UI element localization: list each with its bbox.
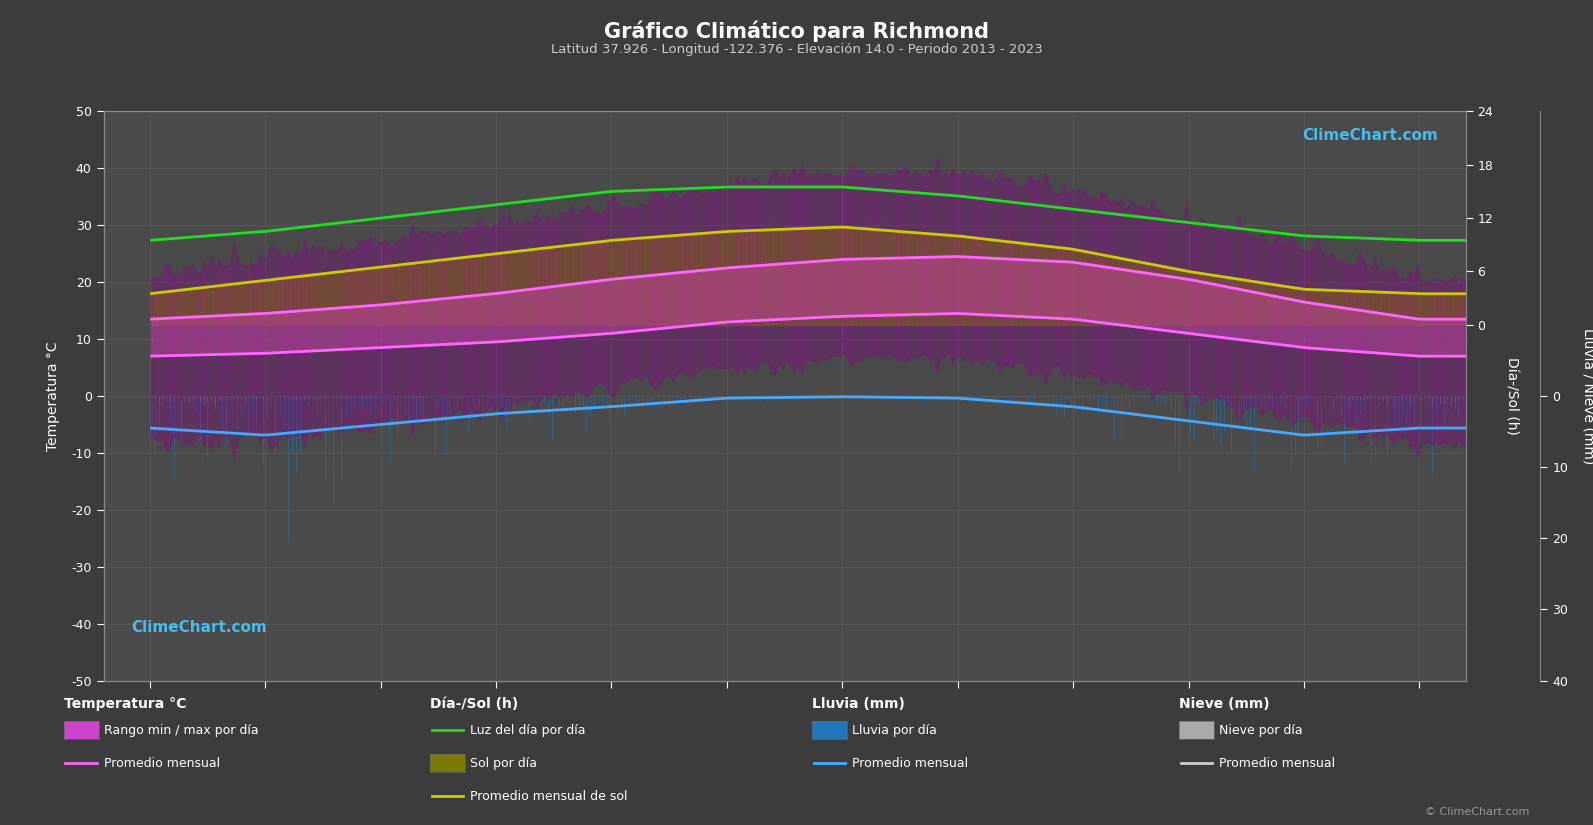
Text: Latitud 37.926 - Longitud -122.376 - Elevación 14.0 - Periodo 2013 - 2023: Latitud 37.926 - Longitud -122.376 - Ele… [551,43,1042,56]
Text: Promedio mensual: Promedio mensual [852,757,969,770]
Text: ClimeChart.com: ClimeChart.com [131,620,266,635]
Text: Promedio mensual de sol: Promedio mensual de sol [470,790,628,803]
Text: Sol por día: Sol por día [470,757,537,770]
Text: Día-/Sol (h): Día-/Sol (h) [430,697,518,711]
Text: Rango min / max por día: Rango min / max por día [104,724,258,737]
Text: Luz del día por día: Luz del día por día [470,724,586,737]
Y-axis label: Lluvia / Nieve (mm): Lluvia / Nieve (mm) [1582,328,1593,464]
Y-axis label: Temperatura °C: Temperatura °C [46,342,61,450]
Text: Nieve (mm): Nieve (mm) [1179,697,1270,711]
Text: Nieve por día: Nieve por día [1219,724,1301,737]
Text: © ClimeChart.com: © ClimeChart.com [1424,807,1529,817]
Text: ClimeChart.com: ClimeChart.com [1303,129,1438,144]
Text: Lluvia (mm): Lluvia (mm) [812,697,905,711]
Text: Promedio mensual: Promedio mensual [1219,757,1335,770]
Text: Lluvia por día: Lluvia por día [852,724,937,737]
Text: Temperatura °C: Temperatura °C [64,697,186,711]
Text: Promedio mensual: Promedio mensual [104,757,220,770]
Text: Gráfico Climático para Richmond: Gráfico Climático para Richmond [604,21,989,42]
Y-axis label: Día-/Sol (h): Día-/Sol (h) [1504,357,1518,435]
